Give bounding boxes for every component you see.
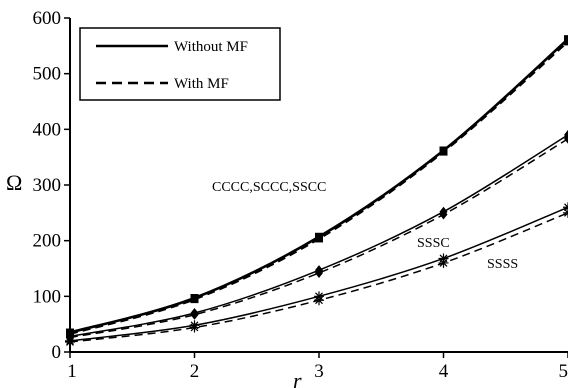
data-point-5-2 <box>314 295 324 306</box>
legend-box <box>79 27 281 101</box>
data-point-1-2 <box>315 234 323 243</box>
y-tick-label: 400 <box>33 119 62 140</box>
y-tick-label: 200 <box>33 231 62 252</box>
marker-layer <box>65 35 568 347</box>
data-point-5-0 <box>65 336 75 347</box>
y-tick-label: 300 <box>33 175 62 196</box>
x-tick-label: 4 <box>439 361 449 382</box>
y-axis-title: Ω <box>6 170 22 195</box>
annotation-sssc: SSSC <box>417 236 450 251</box>
y-tick-label: 100 <box>33 286 62 307</box>
y-tick-label: 0 <box>52 342 62 363</box>
y-tick-label: 600 <box>33 8 62 29</box>
x-tick-label: 5 <box>559 361 568 382</box>
data-point-3-2 <box>315 267 323 278</box>
legend: Without MF With MF <box>79 27 281 101</box>
legend-label-without-mf: Without MF <box>174 39 248 55</box>
annotation-cccc-sccc-sscc: CCCC,SCCC,SSCC <box>212 180 326 195</box>
x-tick-label: 1 <box>67 361 77 382</box>
data-point-5-1 <box>189 322 200 333</box>
x-axis-title: r <box>293 368 302 388</box>
annotation-ssss: SSSS <box>487 257 518 272</box>
data-point-3-1 <box>190 309 199 320</box>
data-point-1-4 <box>564 37 568 46</box>
series-line-3 <box>69 138 568 339</box>
y-tick-label: 500 <box>33 64 62 85</box>
data-point-5-3 <box>438 257 449 268</box>
x-tick-label: 2 <box>190 361 200 382</box>
data-point-1-1 <box>190 295 199 304</box>
legend-label-with-mf: With MF <box>174 76 229 92</box>
x-tick-label: 3 <box>314 361 324 382</box>
data-point-3-3 <box>439 209 448 220</box>
data-point-1-3 <box>439 147 448 156</box>
axes: 0 100 200 300 400 500 600 1 2 3 4 5 <box>33 8 568 382</box>
data-point-3-4 <box>564 133 568 144</box>
